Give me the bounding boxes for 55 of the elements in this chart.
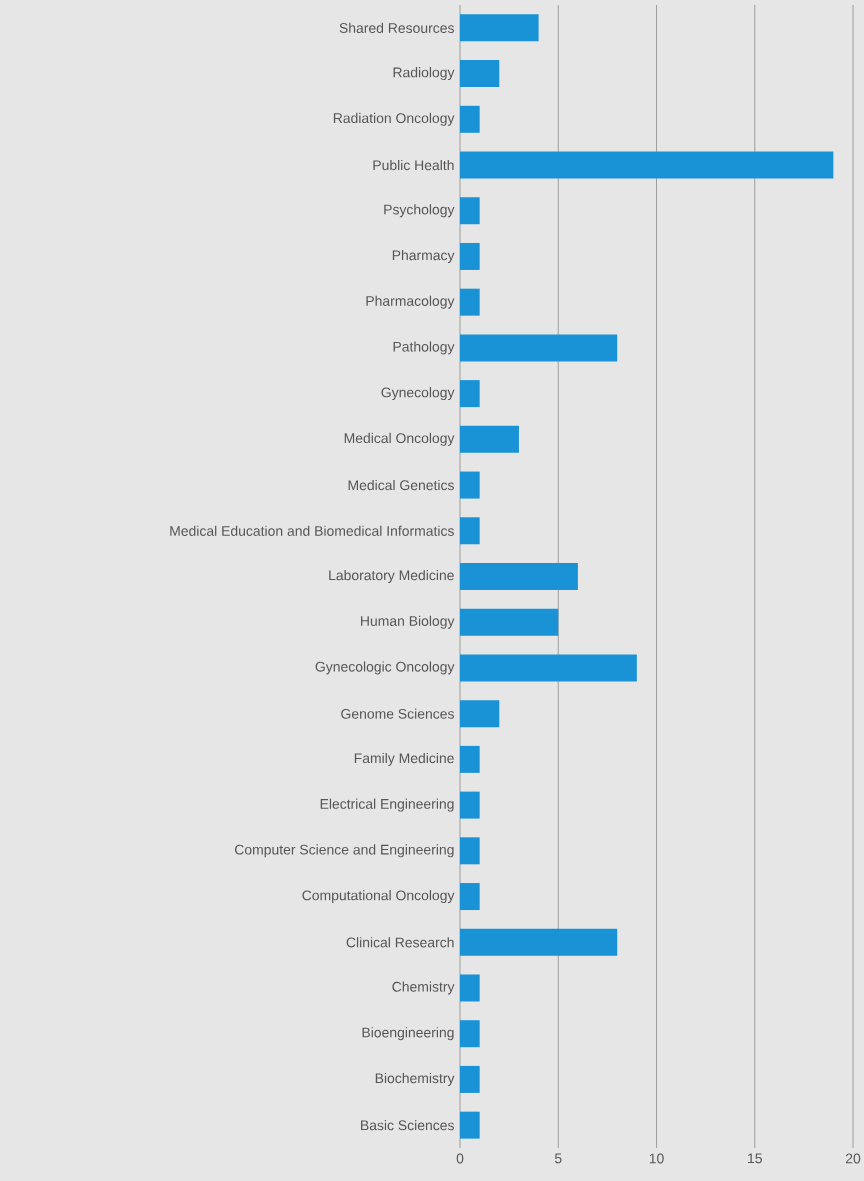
bar <box>459 380 480 408</box>
bar <box>459 334 618 362</box>
x-tick-label: 5 <box>554 1153 562 1164</box>
y-tick-label: Computational Oncology <box>302 890 455 904</box>
y-tick-label: Human Biology <box>361 615 455 629</box>
y-tick-label: Chemistry <box>392 981 455 995</box>
bar <box>459 425 519 453</box>
bar <box>459 1065 480 1093</box>
x-tick-label: 15 <box>748 1153 762 1164</box>
bar <box>459 974 480 1002</box>
y-tick-label: Gynecologic Oncology <box>315 661 455 675</box>
bar <box>459 654 637 682</box>
bar <box>459 242 480 270</box>
bar <box>459 151 834 179</box>
y-tick-label: Public Health <box>373 159 454 171</box>
y-tick-label: Pharmacy <box>392 249 455 263</box>
bar <box>459 563 578 590</box>
y-tick-label: Radiology <box>393 67 455 81</box>
y-tick-label: Basic Sciences <box>361 1120 454 1131</box>
bar <box>459 883 480 911</box>
bar <box>459 14 539 42</box>
y-tick-label: Computer Science and Engineering <box>234 844 454 858</box>
y-tick-label: Gynecology <box>381 387 455 401</box>
bar <box>459 928 618 956</box>
bar <box>459 60 500 88</box>
bar <box>459 745 480 773</box>
y-tick-label: Pharmacology <box>366 295 455 309</box>
y-tick-label: Pathology <box>393 341 455 355</box>
y-tick-label: Genome Sciences <box>341 708 454 719</box>
bar <box>459 608 559 636</box>
y-tick-label: Psychology <box>384 204 455 218</box>
bar <box>459 1020 480 1048</box>
y-tick-label: Clinical Research <box>346 937 454 948</box>
y-tick-label: Biochemistry <box>375 1072 455 1086</box>
bar <box>459 288 480 316</box>
y-tick-label: Laboratory Medicine <box>329 570 454 583</box>
y-tick-label: Bioengineering <box>362 1027 454 1041</box>
y-tick-label: Medical Genetics <box>348 479 454 491</box>
bar <box>459 837 480 865</box>
bar <box>459 1111 480 1139</box>
y-tick-label: Family Medicine <box>354 752 454 766</box>
bar <box>459 471 480 499</box>
bar <box>459 517 480 545</box>
x-tick-label: 10 <box>649 1153 664 1164</box>
bar <box>459 791 480 819</box>
x-tick-label: 20 <box>845 1153 861 1164</box>
y-tick-label: Radiation Oncology <box>333 112 455 126</box>
y-tick-label: Electrical Engineering <box>320 798 454 812</box>
y-tick-label: Shared Resources <box>339 22 454 33</box>
y-tick-label: Medical Education and Biomedical Informatics <box>170 525 454 536</box>
bar <box>459 105 480 133</box>
y-tick-label: Medical Oncology <box>344 432 455 446</box>
x-tick-label: 0 <box>456 1153 464 1164</box>
bar <box>459 197 480 225</box>
bar <box>459 700 500 728</box>
